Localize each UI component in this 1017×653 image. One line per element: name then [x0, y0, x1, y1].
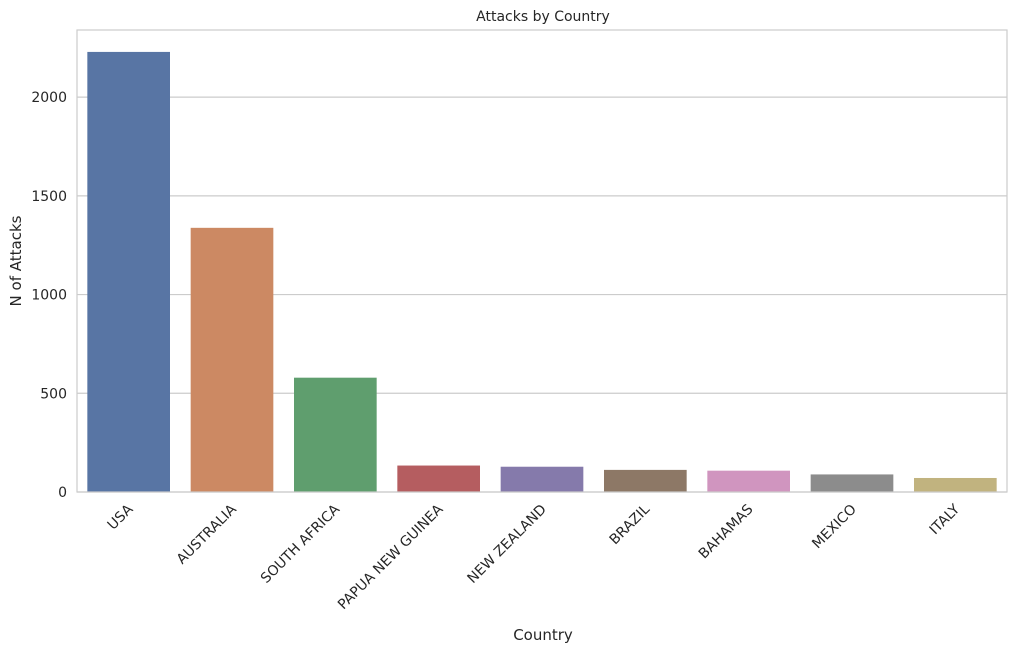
chart-title: Attacks by Country: [476, 9, 610, 25]
y-tick-label: 1000: [31, 288, 67, 304]
x-tick-label: ITALY: [927, 501, 964, 538]
bars: [87, 51, 997, 493]
bar-italy: [914, 477, 997, 492]
y-tick-label: 0: [58, 485, 67, 501]
x-tick-label: USA: [105, 501, 137, 533]
bar-australia: [190, 227, 274, 493]
bar-mexico: [810, 474, 894, 492]
x-tick-label: SOUTH AFRICA: [258, 501, 344, 587]
x-tick-label: NEW ZEALAND: [465, 502, 550, 587]
bar-usa: [87, 51, 170, 493]
bar-bahamas: [707, 470, 790, 492]
x-tick-label: AUSTRALIA: [174, 501, 240, 567]
y-axis-label: N of Attacks: [7, 215, 25, 306]
x-tick-label: MEXICO: [809, 502, 860, 553]
bar-south-africa: [294, 377, 377, 492]
y-tick-label: 1500: [31, 189, 67, 205]
x-axis-label: Country: [513, 626, 573, 644]
bar-brazil: [604, 469, 687, 492]
plot-frame: [76, 29, 1008, 493]
x-tick-label: BAHAMAS: [696, 501, 757, 562]
x-tick-label: PAPUA NEW GUINEA: [335, 501, 447, 613]
y-tick-label: 500: [40, 386, 67, 402]
bar-new-zealand: [500, 466, 584, 492]
x-tick-label: BRAZIL: [607, 501, 654, 548]
y-axis-ticks: 0 500 1000 1500 2000: [31, 90, 67, 501]
bar-papua-new-guinea: [397, 465, 480, 492]
y-tick-label: 2000: [31, 90, 67, 106]
